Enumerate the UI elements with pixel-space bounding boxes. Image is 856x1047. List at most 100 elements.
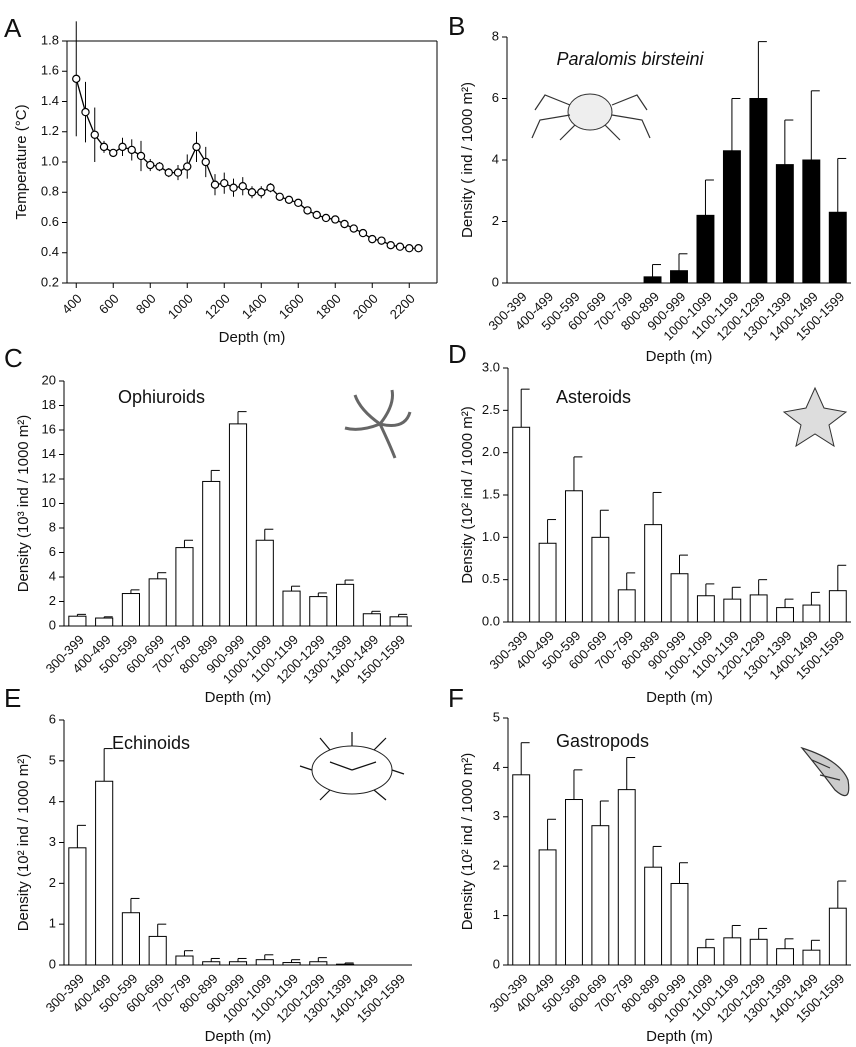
- marker: [192, 142, 201, 152]
- marker: [81, 107, 90, 117]
- x-tick-label: 1000: [165, 291, 196, 322]
- marker: [99, 142, 109, 152]
- bar: [362, 613, 381, 627]
- asteroid-icon: [782, 386, 848, 448]
- bar: [670, 573, 689, 623]
- bar: [644, 524, 663, 623]
- bar: [696, 214, 715, 284]
- marker: [247, 188, 257, 197]
- y-tick-label: 6: [49, 711, 56, 726]
- marker: [173, 168, 183, 177]
- marker: [358, 228, 368, 238]
- x-axis-label: Depth (m): [219, 329, 286, 346]
- y-tick-label: 1.8: [41, 32, 59, 47]
- bar: [617, 789, 636, 966]
- marker: [414, 244, 423, 253]
- bar: [538, 542, 557, 623]
- bar: [591, 825, 610, 966]
- y-tick-label: 0: [49, 956, 56, 971]
- bar: [565, 490, 583, 623]
- bar: [722, 150, 741, 284]
- y-tick-label: 12: [42, 470, 56, 485]
- x-axis-label: Depth (m): [646, 1028, 713, 1045]
- bar: [95, 617, 114, 627]
- bar: [309, 596, 328, 627]
- y-axis-label: Density (10² ind / 1000 m²): [459, 406, 476, 584]
- marker: [155, 162, 164, 171]
- y-tick-label: 20: [42, 372, 56, 387]
- y-tick-label: 0: [492, 274, 499, 289]
- bar: [95, 780, 114, 966]
- marker: [405, 244, 414, 253]
- y-tick-label: 0: [49, 617, 56, 632]
- marker: [349, 224, 358, 233]
- bar: [723, 598, 742, 623]
- y-tick-label: 0.0: [482, 613, 500, 628]
- bar: [175, 547, 194, 627]
- marker: [238, 181, 247, 191]
- x-tick-label: 2200: [387, 291, 418, 322]
- bar: [670, 882, 689, 966]
- panel-title: Echinoids: [112, 733, 190, 753]
- y-tick-label: 1.0: [41, 153, 59, 168]
- marker: [146, 160, 155, 170]
- marker: [257, 188, 266, 197]
- marker: [284, 195, 294, 205]
- marker: [321, 213, 331, 223]
- panel-letter: C: [4, 343, 23, 373]
- bar: [228, 961, 248, 966]
- bar: [644, 866, 663, 966]
- bar: [68, 847, 87, 966]
- bar: [643, 276, 662, 284]
- marker: [340, 219, 349, 229]
- bar: [228, 423, 248, 627]
- y-axis-label: Density (10² ind / 1000 m²): [15, 754, 32, 932]
- x-tick-label: 2000: [350, 291, 381, 322]
- bar: [255, 959, 274, 966]
- x-tick-label: 1800: [313, 291, 344, 322]
- bar: [148, 578, 167, 627]
- y-tick-label: 1: [49, 916, 56, 931]
- marker: [312, 210, 321, 220]
- x-axis-label: Depth (m): [205, 1028, 272, 1045]
- marker: [118, 142, 127, 152]
- x-tick-label: 600: [96, 291, 122, 317]
- bar: [255, 539, 274, 627]
- y-tick-label: 6: [49, 544, 56, 559]
- y-tick-label: 2.5: [482, 402, 500, 417]
- marker: [331, 215, 340, 224]
- y-tick-label: 2.0: [482, 444, 500, 459]
- y-tick-label: 8: [492, 28, 499, 43]
- y-tick-label: 4: [49, 568, 56, 583]
- bar: [802, 159, 821, 284]
- marker: [294, 198, 303, 208]
- y-tick-label: 0.5: [482, 571, 500, 586]
- bar: [749, 938, 768, 966]
- y-tick-label: 0.8: [41, 184, 59, 199]
- bar: [828, 590, 847, 623]
- marker: [164, 168, 173, 177]
- bar: [202, 480, 221, 627]
- bar: [828, 211, 847, 284]
- panel-title: Paralomis birsteini: [556, 49, 704, 69]
- bar: [670, 270, 688, 284]
- y-tick-label: 18: [42, 397, 56, 412]
- bar: [696, 947, 715, 966]
- y-tick-label: 6: [492, 90, 499, 105]
- panel-letter: E: [4, 683, 21, 713]
- y-tick-label: 1.6: [41, 63, 59, 78]
- x-tick-label: 800: [133, 291, 159, 317]
- y-tick-label: 1.4: [41, 93, 59, 108]
- crab-icon: [567, 93, 613, 131]
- bar: [749, 594, 768, 623]
- marker: [183, 162, 192, 171]
- panel-title: Ophiuroids: [118, 387, 205, 407]
- bar: [512, 426, 531, 623]
- bar: [776, 607, 794, 623]
- marker: [368, 234, 377, 244]
- x-axis-label: Depth (m): [205, 689, 272, 706]
- bar: [802, 604, 821, 623]
- marker: [275, 192, 284, 201]
- bar: [776, 948, 794, 966]
- y-tick-label: 1.2: [41, 123, 59, 138]
